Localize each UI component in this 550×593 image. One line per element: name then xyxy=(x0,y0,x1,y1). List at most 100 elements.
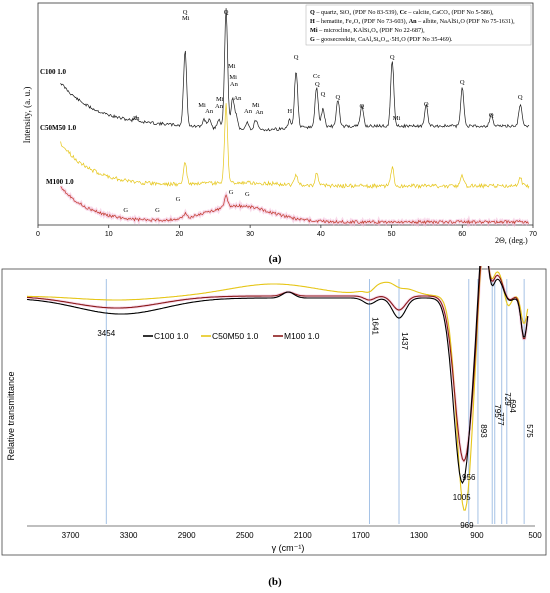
xrd-peak-label: Q xyxy=(183,9,188,16)
xrd-peak-label: G xyxy=(176,196,181,203)
panel-a-label: (a) xyxy=(269,253,282,265)
xrd-legend-entry: G – goosecreekite, CaAl₂Si₆O₁₆·5H₂O (PDF… xyxy=(310,36,453,43)
ftir-band-label: 969 xyxy=(460,521,474,530)
xrd-peak-label: Q xyxy=(321,91,326,98)
xrd-peak-label: Mi xyxy=(393,115,401,122)
xrd-peak-label: Q xyxy=(518,94,523,101)
ftir-line-c50m50 xyxy=(26,266,529,511)
xrd-x-axis: 0 10 20 30 40 50 60 70 xyxy=(36,225,537,238)
xrd-peak-label: G xyxy=(229,189,234,196)
ftir-x-tick-label: 1300 xyxy=(410,531,428,540)
ftir-band-label: 956 xyxy=(462,473,476,482)
xrd-peak-label: G xyxy=(245,191,250,198)
xrd-peak-label: Mi xyxy=(229,74,237,81)
xrd-x-tick-label: 70 xyxy=(529,231,537,238)
ftir-legend-entry: C100 1.0 xyxy=(154,331,189,341)
ftir-x-tick-label: 1700 xyxy=(352,531,370,540)
xrd-peak-label: Q xyxy=(489,112,494,119)
ftir-legend: C100 1.0 C50M50 1.0 M100 1.0 xyxy=(143,331,320,341)
ftir-band-lines xyxy=(105,279,525,524)
xrd-peak-label: An xyxy=(244,108,253,115)
ftir-band-label: 1437 xyxy=(400,332,409,350)
ftir-band-label: 777 xyxy=(496,412,505,426)
xrd-peak-label: Q xyxy=(424,101,429,108)
xrd-peak-label: An xyxy=(215,103,224,110)
panel-b-label: (b) xyxy=(268,576,282,588)
ftir-x-tick-label: 900 xyxy=(470,531,484,540)
ftir-legend-entry: M100 1.0 xyxy=(284,331,320,341)
ftir-band-label: 795 xyxy=(493,404,502,418)
xrd-y-axis-label: Intensity, (a. u.) xyxy=(22,87,32,144)
xrd-peak-label: Cc xyxy=(313,73,320,80)
xrd-x-tick-label: 60 xyxy=(458,231,466,238)
xrd-peak-label: An xyxy=(255,109,264,116)
ftir-band-label: 893 xyxy=(479,424,488,438)
xrd-peak-label: H xyxy=(287,108,292,115)
xrd-peak-label: Q xyxy=(335,94,340,101)
xrd-legend-box xyxy=(305,4,532,46)
ftir-chart: 3700 3300 2900 2500 2100 1700 1300 900 500 3454 1… xyxy=(1,266,547,588)
ftir-line-c100 xyxy=(26,266,529,485)
xrd-peak-label: Mi xyxy=(252,102,260,109)
xrd-x-tick-label: 40 xyxy=(317,231,325,238)
xrd-peak-label: Mi xyxy=(216,96,224,103)
xrd-panel: 0 10 20 30 40 50 60 70 Q Mi Q Mi Mi An Mi An Mi An An Mi An… xyxy=(0,0,550,266)
ftir-x-tick-label: 3700 xyxy=(62,531,80,540)
xrd-line-m100 xyxy=(60,186,529,225)
ftir-band-label: 1005 xyxy=(453,493,471,502)
ftir-frame xyxy=(1,268,547,556)
xrd-x-tick-label: 50 xyxy=(388,231,396,238)
xrd-peak-label: Q xyxy=(294,54,299,61)
ftir-x-tick-label: 2900 xyxy=(178,531,196,540)
xrd-peak-label: An xyxy=(205,108,214,115)
xrd-chart: 0 10 20 30 40 50 60 70 QMiQMiMiAnMiAnMiAnAnMiAn… xyxy=(22,2,537,265)
xrd-peak-label: G xyxy=(123,207,128,214)
ftir-band-label: 3454 xyxy=(97,329,115,338)
xrd-peak-label: G xyxy=(155,207,160,214)
xrd-peak-label: Q xyxy=(224,9,229,16)
xrd-peak-label: Mi xyxy=(228,63,236,70)
xrd-plot-frame xyxy=(37,2,534,226)
ftir-band-label: 694 xyxy=(508,399,517,413)
xrd-x-tick-label: 0 xyxy=(36,231,40,238)
xrd-line-c50m50 xyxy=(60,103,530,190)
xrd-series-label-m100: M100 1.0 xyxy=(46,178,74,186)
ftir-y-axis-label: Relative transmittance xyxy=(6,371,16,460)
ftir-x-tick-label: 3300 xyxy=(120,531,138,540)
xrd-series-label-c100: C100 1.0 xyxy=(40,68,67,76)
xrd-peak-label: An xyxy=(233,95,242,102)
xrd-peak-label: Q xyxy=(460,79,465,86)
xrd-peak-label: An xyxy=(230,81,239,88)
xrd-legend: Q – quartz, SiO₂ (PDF No 83-539), Cc – c… xyxy=(310,9,515,43)
xrd-peak-label: Mi xyxy=(198,102,206,109)
ftir-band-label: 729 xyxy=(503,392,512,406)
xrd-peak-label: Q xyxy=(390,54,395,61)
xrd-peak-label: Q xyxy=(360,103,365,110)
ftir-series-group xyxy=(26,266,530,511)
xrd-series-label-c50m50: C50M50 1.0 xyxy=(40,124,77,132)
ftir-line-m100 xyxy=(26,266,529,462)
xrd-x-tick-label: 30 xyxy=(246,231,254,238)
ftir-x-tick-label: 2500 xyxy=(236,531,254,540)
xrd-x-tick-label: 10 xyxy=(105,231,113,238)
ftir-x-tick-label: 500 xyxy=(528,531,542,540)
xrd-peak-label: Mi xyxy=(182,15,190,22)
ftir-x-axis-label: γ (cm⁻¹) xyxy=(272,543,305,553)
xrd-legend-entry: H – hematite, Fe₂O₃ (PDF No 73-603), An … xyxy=(310,18,515,25)
xrd-x-tick-label: 20 xyxy=(176,231,184,238)
xrd-legend-entry: Q – quartz, SiO₂ (PDF No 83-539), Cc – c… xyxy=(310,9,494,16)
xrd-peak-label: Q xyxy=(315,81,320,88)
xrd-line-c100 xyxy=(60,8,530,132)
ftir-x-axis: 3700 3300 2900 2500 2100 1700 1300 900 500 xyxy=(62,531,543,540)
ftir-panel: 3700 3300 2900 2500 2100 1700 1300 900 500 3454 1… xyxy=(0,266,550,593)
ftir-legend-entry: C50M50 1.0 xyxy=(212,331,259,341)
xrd-legend-entry: Mi – microcline, KAlSi₃O₈ (PDF No 22-687… xyxy=(310,27,425,34)
xrd-x-axis-label: 2Θ, (deg.) xyxy=(495,236,528,245)
ftir-band-label: 575 xyxy=(525,424,534,438)
ftir-band-label: 1641 xyxy=(370,317,379,335)
xrd-peak-label: An xyxy=(132,115,141,122)
xrd-series-group xyxy=(59,8,530,228)
ftir-x-tick-label: 2100 xyxy=(294,531,312,540)
